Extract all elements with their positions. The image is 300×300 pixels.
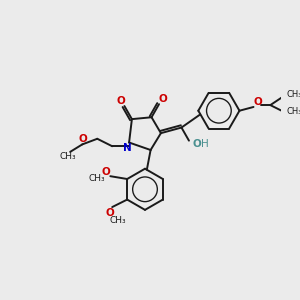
Text: CH₃: CH₃ xyxy=(59,152,76,161)
Text: H: H xyxy=(201,140,209,149)
Text: O: O xyxy=(105,208,114,218)
Text: O: O xyxy=(116,96,125,106)
Text: CH₃: CH₃ xyxy=(89,174,106,183)
Text: CH₃: CH₃ xyxy=(286,90,300,99)
Text: O: O xyxy=(79,134,88,144)
Text: N: N xyxy=(123,143,132,153)
Text: CH₃: CH₃ xyxy=(110,216,126,225)
Text: O: O xyxy=(158,94,167,104)
Text: CH₃: CH₃ xyxy=(286,107,300,116)
Text: O: O xyxy=(254,97,262,107)
Text: O: O xyxy=(101,167,110,176)
Text: O: O xyxy=(192,140,201,149)
